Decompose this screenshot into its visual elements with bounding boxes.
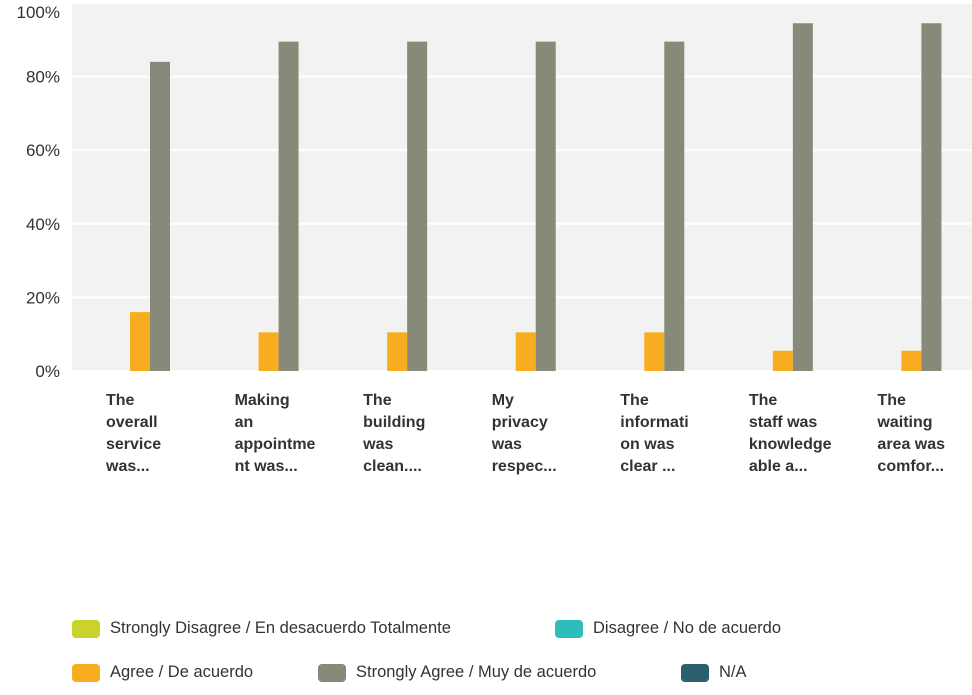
bar-strongly-agree-1[interactable] — [278, 41, 299, 371]
bars — [130, 23, 942, 372]
legend-item-agree[interactable]: Agree / De acuerdo — [72, 663, 253, 682]
x-tick-label: The staff was knowledge able a... — [748, 392, 832, 475]
bar-agree-4[interactable] — [644, 332, 665, 371]
legend-label: N/A — [719, 663, 747, 681]
legend-swatch — [681, 663, 709, 682]
bar-strongly-agree-3[interactable] — [535, 41, 556, 371]
bar-strongly-agree-4[interactable] — [664, 41, 685, 371]
bar-agree-3[interactable] — [515, 332, 536, 371]
y-tick-label: 60% — [26, 141, 60, 160]
legend-label: Strongly Disagree / En desacuerdo Totalm… — [110, 619, 451, 637]
legend-label: Disagree / No de acuerdo — [593, 619, 782, 637]
y-axis-ticks: 0% 20% 40% 60% 80% 100% — [17, 3, 60, 381]
bar-strongly-agree-2[interactable] — [407, 41, 428, 371]
plot-background — [72, 3, 972, 371]
x-tick-label: The building was clean.... — [363, 392, 426, 475]
y-tick-label: 80% — [26, 68, 60, 87]
legend-item-strongly-agree[interactable]: Strongly Agree / Muy de acuerdo — [318, 663, 596, 682]
gridlines — [72, 2, 972, 372]
legend-label: Agree / De acuerdo — [110, 663, 254, 681]
bar-agree-6[interactable] — [901, 350, 922, 371]
bar-agree-2[interactable] — [387, 332, 408, 371]
legend-item-disagree[interactable]: Disagree / No de acuerdo — [555, 619, 781, 638]
x-tick-label: The waiting area was comfor... — [877, 392, 946, 475]
x-tick-label: The informati on was clear ... — [620, 392, 689, 475]
x-tick-label: My privacy was respec... — [491, 392, 557, 475]
bar-agree-0[interactable] — [130, 312, 150, 371]
y-tick-label: 100% — [17, 3, 60, 22]
x-tick-label: Making an appointme nt was... — [234, 392, 316, 475]
x-tick-label: The overall service was... — [106, 392, 162, 475]
bar-agree-1[interactable] — [258, 332, 279, 371]
legend-item-strongly-disagree[interactable]: Strongly Disagree / En desacuerdo Totalm… — [72, 619, 451, 638]
y-tick-label: 20% — [26, 288, 60, 307]
bar-agree-5[interactable] — [772, 350, 793, 371]
bar-strongly-agree-5[interactable] — [792, 23, 813, 372]
legend-swatch — [72, 619, 100, 638]
legend-swatch — [555, 619, 583, 638]
legend-swatch — [72, 663, 100, 682]
y-tick-label: 40% — [26, 215, 60, 234]
y-tick-label: 0% — [35, 362, 60, 381]
bar-strongly-agree-0[interactable] — [150, 61, 170, 371]
legend-swatch — [318, 663, 346, 682]
bar-strongly-agree-6[interactable] — [921, 23, 942, 372]
legend-item-na[interactable]: N/A — [681, 663, 747, 682]
legend-label: Strongly Agree / Muy de acuerdo — [356, 663, 597, 681]
